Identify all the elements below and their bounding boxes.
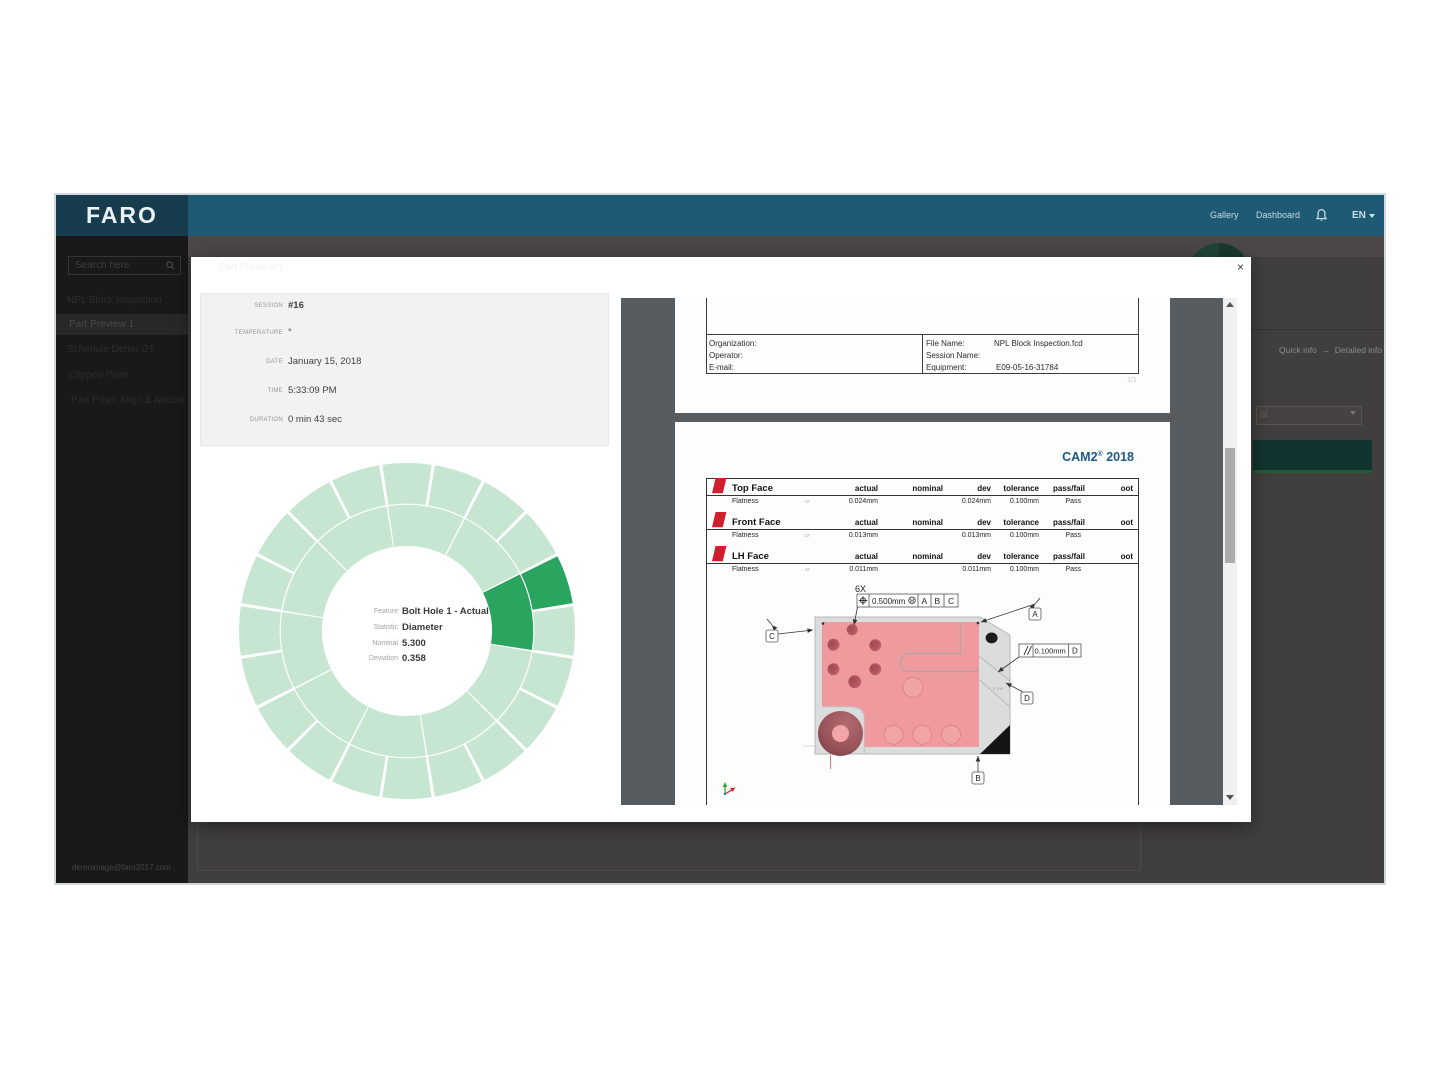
svg-text:D: D [1024,694,1030,703]
svg-text:A: A [1032,610,1038,619]
svg-text:0.100: 0.100 [993,686,1004,691]
svg-text:M: M [910,599,915,605]
svg-text:C: C [948,596,954,606]
svg-text:D: D [1072,647,1078,656]
svg-text:0.100mm: 0.100mm [1035,646,1066,655]
svg-text:B: B [935,596,941,606]
svg-text:6X: 6X [855,584,866,594]
svg-text:C: C [769,632,775,641]
svg-text:A: A [922,596,928,606]
svg-text:0.500mm: 0.500mm [872,597,906,606]
svg-text:B: B [975,774,980,783]
